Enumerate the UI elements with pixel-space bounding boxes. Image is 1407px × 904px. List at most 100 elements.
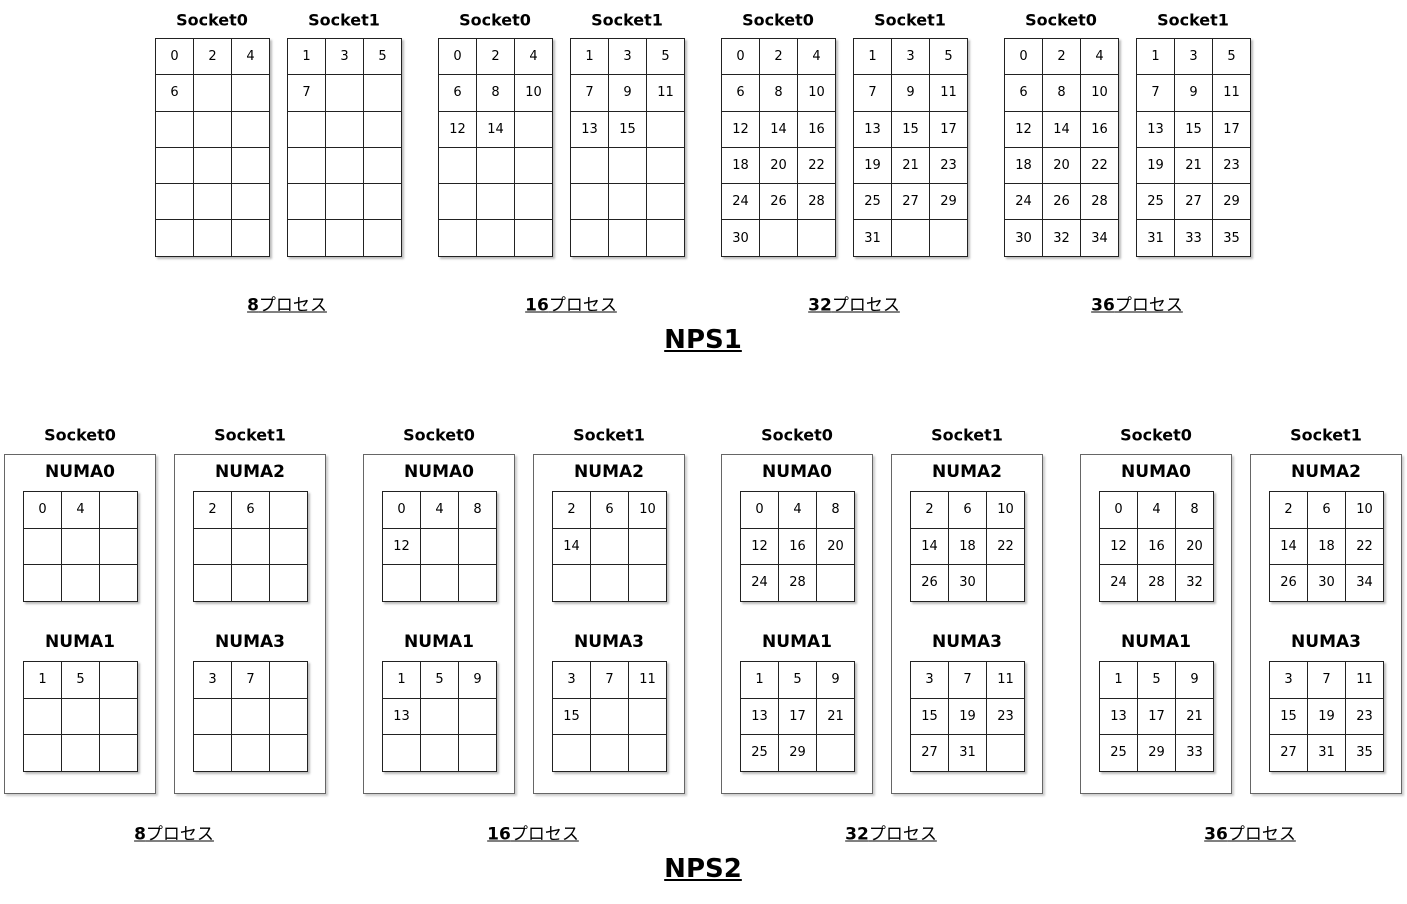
numa-label: NUMA1: [762, 632, 832, 652]
core-cell: 25: [741, 735, 779, 772]
core-cell: 30: [722, 220, 760, 257]
empty-cell: [232, 698, 270, 735]
core-cell: 14: [1270, 528, 1308, 565]
empty-cell: [156, 111, 194, 148]
socket-label: Socket0: [1120, 425, 1192, 445]
core-cell: 3: [326, 39, 364, 76]
core-cell: 0: [1005, 39, 1043, 76]
core-cell: 3: [911, 662, 949, 699]
core-cell: 13: [571, 111, 609, 148]
core-cell: 28: [1138, 565, 1176, 602]
core-cell: 25: [854, 184, 892, 221]
core-cell: 31: [854, 220, 892, 257]
core-cell: 35: [1346, 735, 1384, 772]
empty-cell: [439, 220, 477, 257]
socket-label: Socket1: [308, 10, 380, 30]
core-cell: 14: [477, 111, 515, 148]
empty-cell: [421, 698, 459, 735]
process-unit: プロセス: [145, 824, 214, 845]
core-cell: 5: [930, 39, 968, 76]
empty-cell: [270, 565, 308, 602]
core-cell: 30: [1005, 220, 1043, 257]
core-grid: 3 7 11 15: [552, 661, 667, 772]
empty-cell: [156, 184, 194, 221]
socket-label: Socket1: [931, 425, 1003, 445]
empty-cell: [62, 735, 100, 772]
core-cell: 0: [156, 39, 194, 76]
core-cell: 14: [760, 111, 798, 148]
core-cell: 22: [987, 528, 1025, 565]
core-cell: 22: [1081, 147, 1119, 185]
numa-label: NUMA1: [1121, 632, 1191, 652]
core-grid: 0 4 8 12 16 20 24 28 32: [1099, 491, 1214, 602]
core-cell: 32: [1176, 565, 1214, 602]
socket-box: [891, 454, 1043, 794]
core-cell: 12: [722, 111, 760, 148]
core-cell: 0: [439, 39, 477, 76]
core-cell: 7: [854, 75, 892, 112]
empty-cell: [194, 220, 232, 257]
core-cell: 6: [439, 75, 477, 112]
socket-label: Socket0: [1025, 10, 1097, 30]
empty-cell: [609, 220, 647, 257]
empty-cell: [270, 492, 308, 529]
core-cell: 23: [1213, 147, 1251, 185]
empty-cell: [288, 220, 326, 257]
core-grid: 1 5 9 13: [382, 661, 497, 772]
core-grid: 1 3 5 7 9 11 13 15 17 19 21 23 25 27 29 31 33 35: [1136, 38, 1251, 257]
numa-label: NUMA3: [1291, 632, 1361, 652]
core-cell: 6: [232, 492, 270, 529]
empty-cell: [647, 220, 685, 257]
empty-cell: [477, 184, 515, 221]
empty-cell: [232, 565, 270, 602]
core-cell: 5: [62, 662, 100, 699]
socket-box: [721, 454, 873, 794]
section-title-nps2: NPS2: [664, 854, 742, 884]
core-cell: 11: [1213, 75, 1251, 112]
group-caption: 16プロセス: [525, 291, 617, 316]
core-cell: 4: [62, 492, 100, 529]
empty-cell: [232, 220, 270, 257]
core-cell: 29: [1138, 735, 1176, 772]
core-cell: 17: [1138, 698, 1176, 735]
empty-cell: [571, 220, 609, 257]
core-cell: 1: [288, 39, 326, 76]
core-cell: 19: [1137, 147, 1175, 185]
core-cell: 12: [1100, 528, 1138, 565]
empty-cell: [194, 528, 232, 565]
process-count: 36: [1204, 824, 1228, 845]
numa-label: NUMA2: [215, 462, 285, 482]
empty-cell: [459, 528, 497, 565]
core-cell: 3: [194, 662, 232, 699]
process-count: 32: [845, 824, 869, 845]
core-cell: 15: [1270, 698, 1308, 735]
core-cell: 25: [1137, 184, 1175, 221]
core-cell: 6: [1308, 492, 1346, 529]
core-cell: 35: [1213, 220, 1251, 257]
process-unit: プロセス: [868, 824, 937, 845]
empty-cell: [760, 220, 798, 257]
core-grid: 2 6 10 14 18 22 26 30: [910, 491, 1025, 602]
core-cell: 15: [553, 698, 591, 735]
empty-cell: [987, 735, 1025, 772]
core-cell: 9: [609, 75, 647, 112]
empty-cell: [364, 220, 402, 257]
numa-label: NUMA3: [932, 632, 1002, 652]
empty-cell: [930, 220, 968, 257]
core-cell: 21: [892, 147, 930, 185]
core-cell: 29: [779, 735, 817, 772]
numa-label: NUMA2: [1291, 462, 1361, 482]
core-cell: 5: [779, 662, 817, 699]
core-cell: 17: [930, 111, 968, 148]
numa-label: NUMA1: [404, 632, 474, 652]
section-title-nps1: NPS1: [664, 325, 742, 355]
core-cell: 10: [1081, 75, 1119, 112]
empty-cell: [439, 184, 477, 221]
empty-cell: [591, 735, 629, 772]
core-grid: 0 2 4 6 8 10 12 14 16 18 20 22 24 26 28 30: [721, 38, 836, 257]
core-cell: 17: [1213, 111, 1251, 148]
empty-cell: [609, 147, 647, 185]
